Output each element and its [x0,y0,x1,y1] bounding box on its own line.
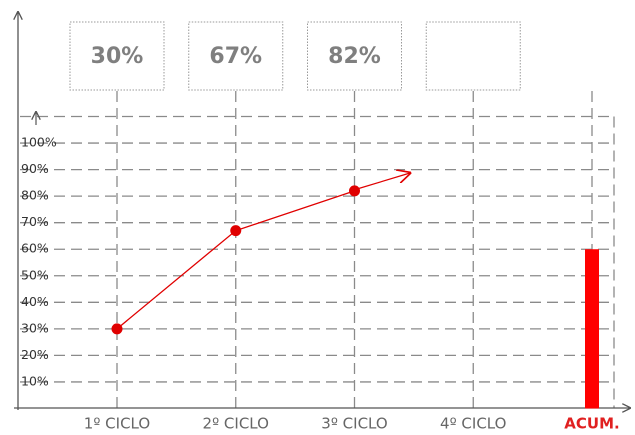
value-box [425,21,521,91]
x-tick-label: ACUM. [564,415,619,433]
point [349,185,360,197]
grid [20,91,615,409]
x-tick-label: 4º CICLO [440,415,506,433]
bar [585,249,599,409]
y-tick-label: 50% [21,267,49,282]
y-tick-label: 100% [21,135,57,150]
value-label: 82% [328,44,381,69]
marks [111,185,599,409]
y-tick-label: 20% [21,347,49,362]
point [111,323,123,335]
y-tick-label: 10% [21,373,49,388]
x-tick-label: 2º CICLO [203,415,269,433]
y-tick-label: 90% [21,161,49,176]
trend-arrow [356,173,410,190]
value-label: 30% [91,44,144,69]
x-tick-label: 1º CICLO [84,415,150,433]
value-label: 67% [209,44,262,69]
point [230,225,242,237]
x-tick-label: 3º CICLO [321,415,387,433]
y-tick-label: 30% [21,320,49,335]
y-tick-label: 60% [21,241,49,256]
y-tick-label: 40% [21,294,49,309]
y-tick-label: 70% [21,214,49,229]
y-tick-label: 80% [21,188,49,203]
